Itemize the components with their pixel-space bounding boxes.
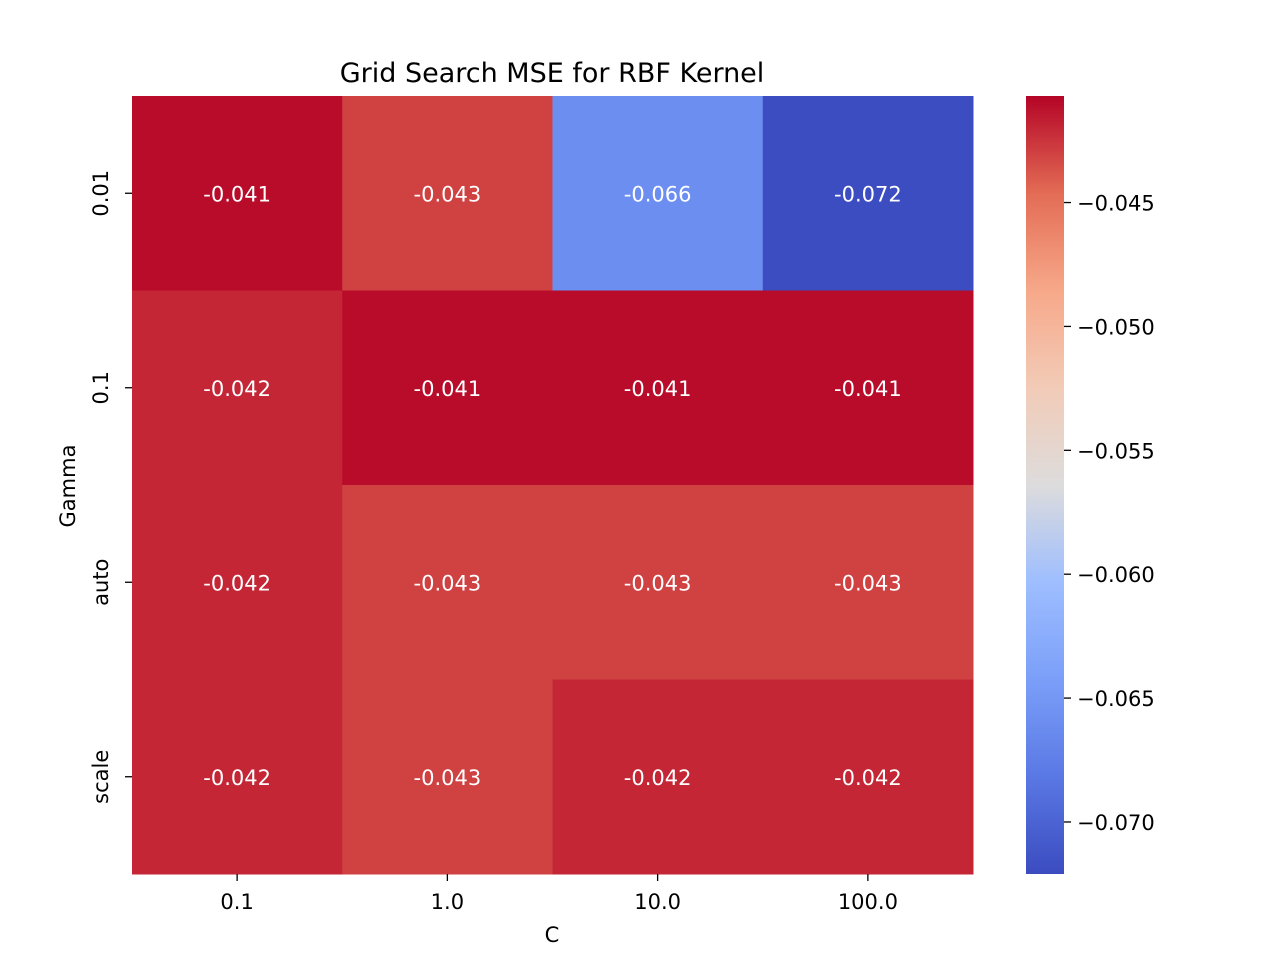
colorbar-tick-label: −0.065 bbox=[1077, 687, 1155, 711]
y-axis: 0.01 0.1 auto scale bbox=[89, 170, 132, 804]
cell-value-label: -0.043 bbox=[414, 571, 482, 595]
cell-value-label: -0.042 bbox=[203, 571, 271, 595]
heatmap-cell bbox=[552, 679, 764, 875]
heatmap-cell bbox=[552, 290, 764, 486]
cell-value-label: -0.041 bbox=[624, 377, 692, 401]
colorbar-tick-label: −0.045 bbox=[1077, 192, 1155, 216]
x-axis: 0.1 1.0 10.0 100.0 bbox=[220, 874, 898, 914]
x-tick-label: 10.0 bbox=[634, 890, 681, 914]
y-tick-label: scale bbox=[89, 750, 113, 804]
x-tick-label: 1.0 bbox=[431, 890, 464, 914]
x-tick-label: 100.0 bbox=[838, 890, 898, 914]
cell-value-label: -0.041 bbox=[414, 377, 482, 401]
heatmap-cell bbox=[762, 290, 974, 486]
heatmap-cell bbox=[762, 679, 974, 875]
heatmap-cell bbox=[342, 290, 553, 486]
cell-value-label: -0.042 bbox=[203, 377, 271, 401]
heatmap-cell bbox=[342, 96, 553, 291]
heatmap-cell bbox=[132, 485, 343, 680]
cell-value-label: -0.043 bbox=[414, 766, 482, 790]
heatmap-cell bbox=[762, 96, 974, 291]
colorbar-tick-label: −0.055 bbox=[1077, 439, 1155, 463]
cell-value-label: -0.043 bbox=[414, 182, 482, 206]
x-tick-label: 0.1 bbox=[220, 890, 253, 914]
heatmap-cell bbox=[552, 485, 764, 680]
colorbar-tick-label: −0.050 bbox=[1077, 315, 1155, 339]
heatmap-cell-labels: -0.041 -0.043 -0.066 -0.072 -0.042 -0.041 -0.0… bbox=[203, 182, 901, 790]
cell-value-label: -0.043 bbox=[624, 571, 692, 595]
y-tick-label: 0.01 bbox=[89, 170, 113, 217]
heatmap-cell bbox=[132, 290, 343, 486]
heatmap-cell bbox=[132, 679, 343, 875]
colorbar bbox=[1026, 96, 1064, 874]
heatmap-cell bbox=[132, 96, 343, 291]
cell-value-label: -0.041 bbox=[203, 182, 271, 206]
y-tick-label: auto bbox=[89, 559, 113, 606]
cell-value-label: -0.066 bbox=[624, 182, 692, 206]
colorbar-ticks: −0.045 −0.050 −0.055 −0.060 −0.065 −0.070 bbox=[1064, 192, 1155, 835]
cell-value-label: -0.072 bbox=[834, 182, 902, 206]
heatmap-cell bbox=[342, 485, 553, 680]
cell-value-label: -0.042 bbox=[624, 766, 692, 790]
colorbar-tick-label: −0.060 bbox=[1077, 563, 1155, 587]
heatmap-cell bbox=[342, 679, 553, 875]
x-axis-label: C bbox=[545, 923, 560, 947]
cell-value-label: -0.043 bbox=[834, 571, 902, 595]
heatmap-cells bbox=[132, 96, 974, 875]
heatmap-cell bbox=[552, 96, 764, 291]
cell-value-label: -0.042 bbox=[834, 766, 902, 790]
cell-value-label: -0.042 bbox=[203, 766, 271, 790]
y-tick-label: 0.1 bbox=[89, 371, 113, 404]
colorbar-tick-label: −0.070 bbox=[1077, 811, 1155, 835]
cell-value-label: -0.041 bbox=[834, 377, 902, 401]
chart-title: Grid Search MSE for RBF Kernel bbox=[340, 58, 765, 89]
y-axis-label: Gamma bbox=[56, 445, 80, 528]
heatmap-cell bbox=[762, 485, 974, 680]
